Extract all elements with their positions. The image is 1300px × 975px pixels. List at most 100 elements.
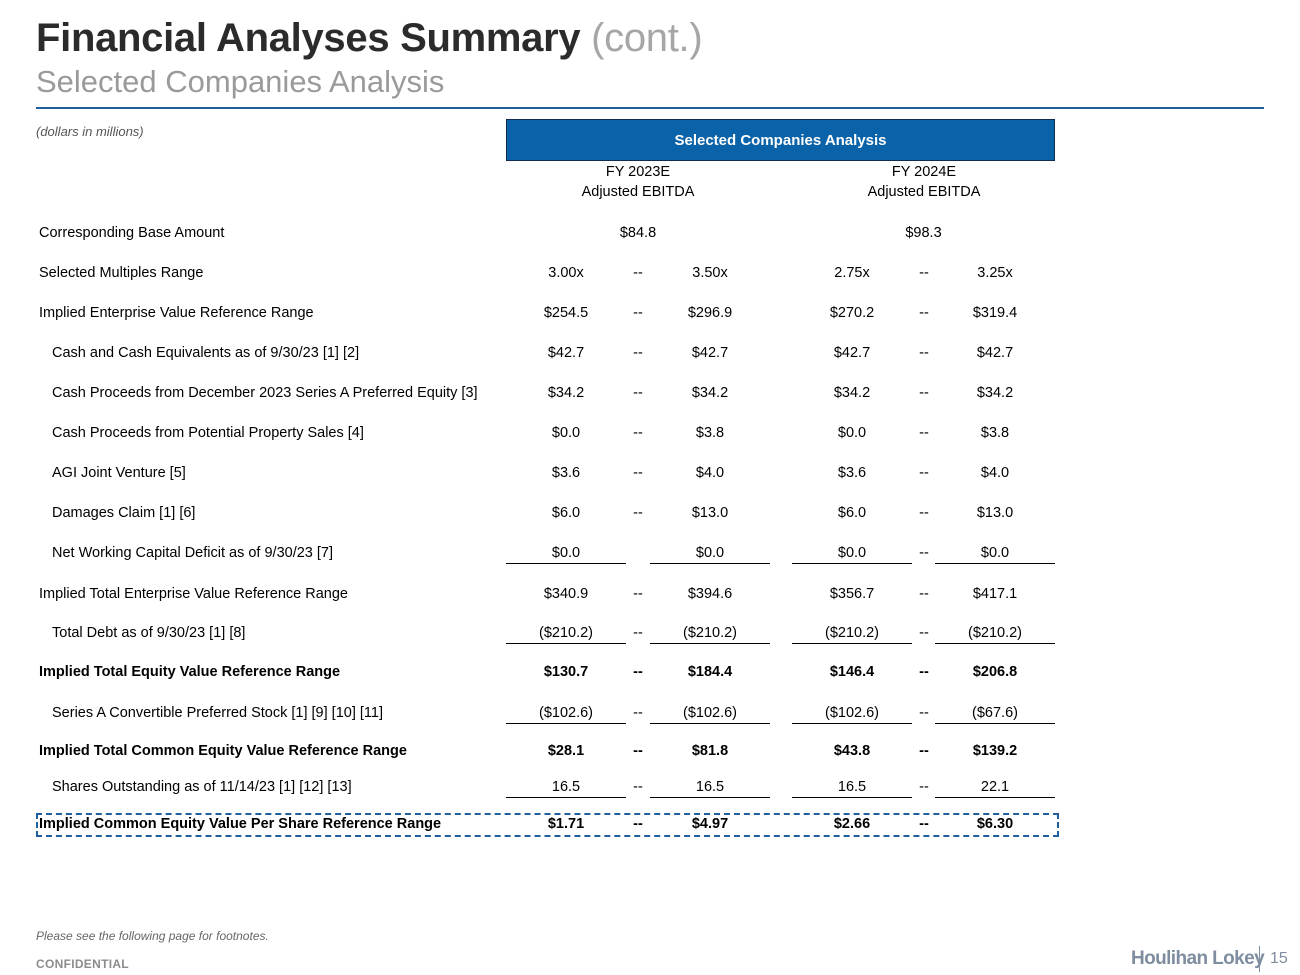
row-label: Cash and Cash Equivalents as of 9/30/23 … (52, 345, 360, 361)
range-dash: -- (919, 586, 929, 602)
value-fy2023-high: $184.4 (687, 664, 733, 680)
row-label: Implied Total Enterprise Value Reference… (39, 586, 348, 602)
value-fy2024-high: 3.25x (977, 265, 1013, 281)
value-fy2023-low: $34.2 (547, 385, 585, 401)
base-amount-fy2023: $84.8 (619, 225, 657, 241)
footnote-reference: Please see the following page for footno… (36, 929, 269, 943)
value-fy2023-high: $42.7 (691, 345, 729, 361)
base-amount-fy2024: $98.3 (905, 225, 942, 241)
houlihan-lokey-logo: Houlihan Lokey (1131, 948, 1265, 969)
row-nwc-deficit: Net Working Capital Deficit as of 9/30/2… (0, 542, 1300, 566)
range-dash: -- (919, 779, 929, 795)
value-fy2023-high: $394.6 (687, 586, 733, 602)
value-fy2024-low: $0.0 (837, 425, 867, 441)
value-fy2023-high: 3.50x (692, 265, 728, 281)
value-fy2023-high: $296.9 (687, 305, 733, 321)
row-label: Selected Multiples Range (39, 265, 204, 281)
range-dash: -- (633, 625, 643, 641)
range-dash: -- (633, 743, 643, 759)
column-header-fy2023: FY 2023E Adjusted EBITDA (538, 162, 738, 202)
column-header-year: FY 2023E (605, 164, 671, 180)
per-share-highlight-box (36, 813, 1059, 837)
value-fy2023-low: $1.71 (547, 816, 585, 832)
value-fy2023-high: $13.0 (691, 505, 729, 521)
value-fy2023-low: 3.00x (548, 265, 584, 281)
value-fy2024-low: 2.75x (834, 265, 870, 281)
value-fy2024-low: $2.66 (833, 816, 871, 832)
row-total-debt: Total Debt as of 9/30/23 [1] [8] ($210.2… (0, 622, 1300, 646)
range-dash: -- (633, 465, 643, 481)
page-number: 15 (1270, 950, 1288, 967)
value-fy2023-high: $0.0 (650, 545, 770, 564)
row-label: Implied Common Equity Value Per Share Re… (39, 816, 442, 832)
range-dash: -- (633, 385, 643, 401)
value-fy2024-high: 22.1 (935, 779, 1055, 798)
value-fy2024-low: $42.7 (833, 345, 871, 361)
value-fy2024-high: $319.4 (972, 305, 1018, 321)
row-property-sales: Cash Proceeds from Potential Property Sa… (0, 422, 1300, 446)
row-label: Cash Proceeds from December 2023 Series … (52, 385, 478, 401)
page-title: Financial Analyses Summary (cont.) (36, 16, 703, 61)
range-dash: -- (633, 779, 643, 795)
value-fy2023-high: $4.97 (691, 816, 729, 832)
range-dash: -- (919, 305, 929, 321)
row-implied-total-ev: Implied Total Enterprise Value Reference… (0, 583, 1300, 607)
row-selected-multiples: Selected Multiples Range 3.00x -- 3.50x … (0, 262, 1300, 286)
value-fy2024-high: $6.30 (976, 816, 1014, 832)
range-dash: -- (633, 705, 643, 721)
value-fy2023-low: $0.0 (551, 425, 581, 441)
range-dash: -- (919, 664, 929, 680)
value-fy2024-high: ($210.2) (935, 625, 1055, 644)
row-label: Implied Enterprise Value Reference Range (39, 305, 314, 321)
range-dash: -- (919, 465, 929, 481)
row-implied-common-equity: Implied Total Common Equity Value Refere… (0, 740, 1300, 764)
title-divider (36, 107, 1264, 109)
range-dash: -- (919, 505, 929, 521)
value-fy2023-high: $3.8 (695, 425, 725, 441)
value-fy2023-low: $28.1 (547, 743, 585, 759)
row-shares-outstanding: Shares Outstanding as of 11/14/23 [1] [1… (0, 776, 1300, 800)
value-fy2023-high: $4.0 (695, 465, 725, 481)
value-fy2023-low: $340.9 (543, 586, 589, 602)
row-cash-equivalents: Cash and Cash Equivalents as of 9/30/23 … (0, 342, 1300, 366)
row-base-amount: Corresponding Base Amount $84.8 $98.3 (0, 222, 1300, 246)
value-fy2024-low: $146.4 (829, 664, 875, 680)
value-fy2024-low: 16.5 (792, 779, 912, 798)
logo-divider (1259, 946, 1260, 972)
row-agi-joint-venture: AGI Joint Venture [5] $3.6 -- $4.0 $3.6 … (0, 462, 1300, 486)
row-label: Implied Total Equity Value Reference Ran… (39, 664, 341, 680)
row-label: Total Debt as of 9/30/23 [1] [8] (52, 625, 246, 641)
value-fy2023-low: $0.0 (506, 545, 626, 564)
row-label: Corresponding Base Amount (39, 225, 225, 241)
value-fy2023-low: $42.7 (547, 345, 585, 361)
value-fy2024-low: $3.6 (837, 465, 867, 481)
confidential-label: CONFIDENTIAL (36, 957, 129, 971)
value-fy2024-high: $3.8 (980, 425, 1010, 441)
value-fy2023-low: $130.7 (543, 664, 589, 680)
row-series-a-proceeds: Cash Proceeds from December 2023 Series … (0, 382, 1300, 406)
section-header: Selected Companies Analysis (506, 119, 1055, 161)
column-header-metric: Adjusted EBITDA (581, 184, 695, 200)
value-fy2024-high: $139.2 (972, 743, 1018, 759)
row-label: Implied Total Common Equity Value Refere… (39, 743, 407, 759)
page-subtitle: Selected Companies Analysis (36, 64, 445, 99)
value-fy2023-low: $254.5 (543, 305, 589, 321)
row-per-share-value: Implied Common Equity Value Per Share Re… (0, 813, 1300, 837)
row-series-a-preferred: Series A Convertible Preferred Stock [1]… (0, 702, 1300, 726)
value-fy2023-low: $3.6 (551, 465, 581, 481)
column-header-fy2024: FY 2024E Adjusted EBITDA (824, 162, 1024, 202)
value-fy2024-high: $34.2 (976, 385, 1014, 401)
value-fy2023-high: $81.8 (691, 743, 729, 759)
column-header-metric: Adjusted EBITDA (867, 184, 981, 200)
value-fy2024-high: $4.0 (980, 465, 1010, 481)
value-fy2023-high: 16.5 (650, 779, 770, 798)
value-fy2023-high: ($102.6) (650, 705, 770, 724)
range-dash: -- (919, 625, 929, 641)
value-fy2023-low: 16.5 (506, 779, 626, 798)
value-fy2023-high: $34.2 (691, 385, 729, 401)
row-label: Cash Proceeds from Potential Property Sa… (52, 425, 364, 441)
row-implied-total-equity: Implied Total Equity Value Reference Ran… (0, 661, 1300, 685)
value-fy2024-low: $270.2 (829, 305, 875, 321)
row-label: Net Working Capital Deficit as of 9/30/2… (52, 545, 334, 561)
title-main: Financial Analyses Summary (36, 16, 581, 60)
